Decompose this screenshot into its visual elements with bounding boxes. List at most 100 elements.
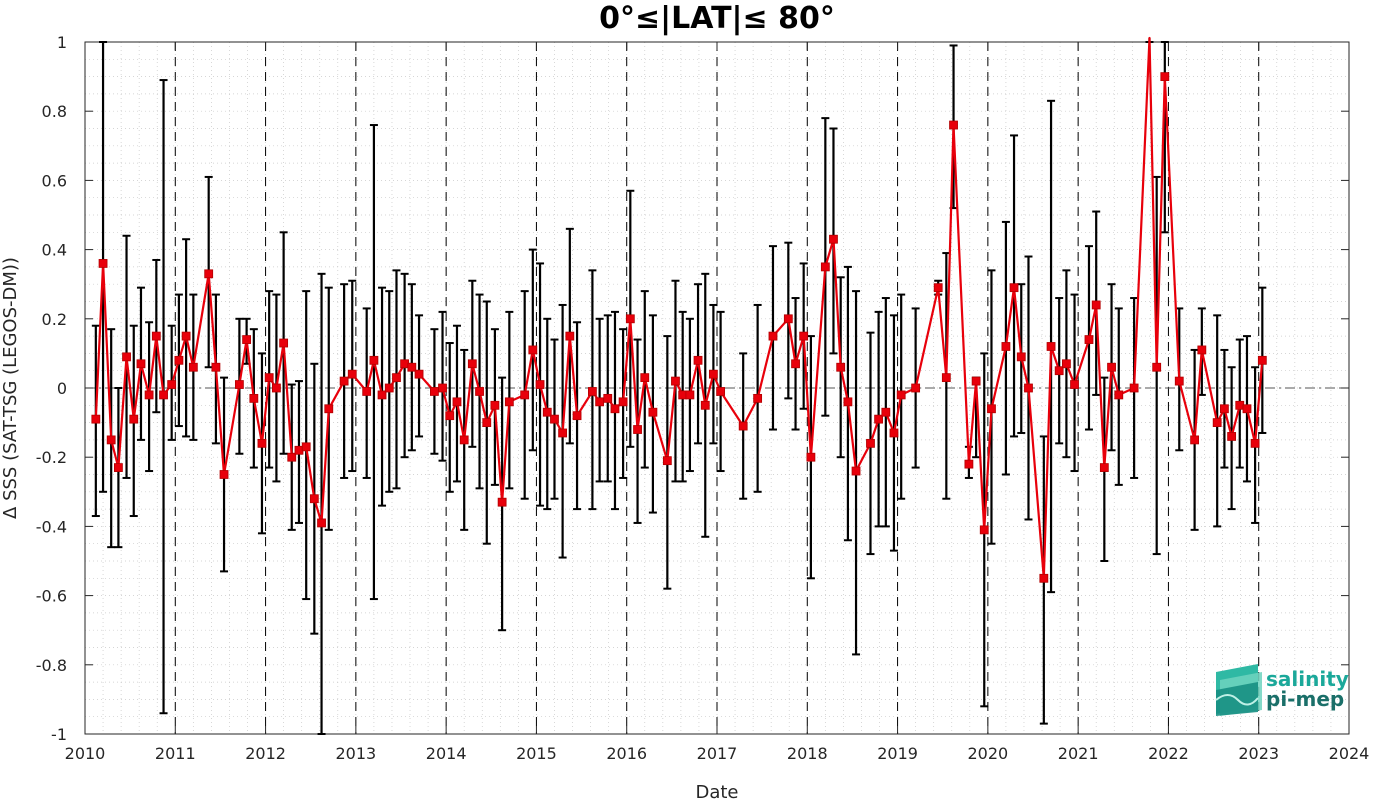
x-tick-label: 2018 [787, 744, 828, 763]
data-point-marker [1099, 463, 1109, 472]
data-point-marker [535, 380, 545, 389]
data-point-marker [716, 387, 726, 396]
data-point-marker [843, 397, 853, 407]
data-point-marker [159, 390, 168, 400]
data-point-marker [1257, 355, 1267, 365]
data-point-marker [188, 362, 198, 372]
data-point-marker [272, 383, 281, 393]
data-point-marker [753, 393, 763, 403]
data-point-marker [400, 359, 410, 369]
data-point-marker [964, 459, 974, 469]
x-tick-label: 2015 [516, 744, 557, 763]
data-point-marker [219, 470, 229, 479]
data-point-marker [1152, 362, 1162, 372]
data-point-marker [528, 345, 538, 355]
data-point-marker [377, 390, 387, 400]
data-point-marker [384, 383, 394, 393]
data-point-marker [1114, 390, 1124, 400]
data-point-marker [738, 421, 748, 431]
x-tick-label: 2010 [65, 744, 106, 763]
data-point-marker [941, 373, 951, 383]
data-point-marker [700, 400, 710, 410]
data-point-marker [662, 456, 672, 466]
data-point-marker [1250, 438, 1260, 448]
series-markers [91, 72, 1267, 583]
data-point-marker [181, 331, 191, 341]
data-point-marker [445, 411, 455, 421]
data-point-marker [339, 376, 349, 386]
data-point-marker [1084, 335, 1094, 344]
logo-line-1: salinity [1266, 667, 1349, 691]
data-point-marker [1016, 352, 1026, 362]
y-tick-label: 0.8 [42, 102, 67, 121]
data-point-marker [1220, 404, 1229, 414]
data-point-marker [106, 435, 116, 445]
data-point-marker [896, 390, 906, 400]
data-point-marker [1091, 300, 1101, 310]
y-axis-label: Δ SSS (SAT-TSG (LEGOS-DM)) [0, 257, 21, 519]
layered-ocean-icon [1215, 664, 1262, 716]
logo-line-2: pi-mep [1266, 687, 1344, 711]
y-tick-label: -1 [51, 725, 67, 744]
x-tick-label: 2024 [1329, 744, 1370, 763]
data-point-marker [1235, 400, 1245, 410]
data-point-marker [174, 355, 184, 365]
tick-labels: 2010 2011 2012 2013 2014 2015 2016 2017 2018 2019… [36, 33, 1370, 763]
data-point-marker [971, 376, 981, 386]
x-tick-label: 2013 [335, 744, 376, 763]
chart-title: 0°≤|LAT|≤ 80° [599, 1, 835, 36]
y-tick-label: 0.4 [42, 241, 67, 260]
data-point-marker [414, 369, 424, 379]
data-point-marker [242, 335, 252, 344]
y-tick-label: 1 [57, 33, 67, 52]
data-point-marker [279, 338, 289, 348]
data-point-marker [1024, 383, 1033, 393]
data-point-marker [603, 393, 613, 403]
x-tick-label: 2020 [967, 744, 1008, 763]
data-point-marker [565, 331, 575, 341]
data-point-marker [1197, 345, 1207, 355]
data-point-marker [294, 445, 304, 455]
data-point-marker [122, 352, 131, 362]
data-point-marker [1062, 359, 1071, 369]
data-point-marker [550, 414, 559, 424]
data-point-marker [151, 331, 161, 341]
x-tick-label: 2012 [245, 744, 286, 763]
data-point-marker [520, 390, 530, 400]
axis-ticks [84, 41, 1350, 735]
data-point-marker [671, 376, 680, 386]
x-tick-label: 2023 [1238, 744, 1279, 763]
data-point-marker [347, 369, 357, 379]
data-point-marker [98, 259, 108, 268]
data-point-marker [467, 359, 477, 369]
data-point-marker [595, 397, 605, 407]
data-point-marker [949, 120, 958, 130]
data-point-marker [1227, 432, 1237, 441]
data-point-marker [475, 387, 484, 396]
data-point-marker [167, 380, 177, 389]
data-point-marker [640, 373, 650, 383]
data-point-marker [91, 414, 101, 424]
data-point-marker [504, 397, 514, 407]
data-point-marker [497, 497, 507, 507]
data-point-marker [783, 314, 793, 324]
data-point-marker [881, 407, 891, 417]
data-point-marker [791, 359, 800, 369]
data-point-marker [204, 269, 214, 279]
data-point-marker [234, 380, 244, 389]
data-point-marker [829, 234, 838, 244]
data-point-marker [211, 362, 221, 372]
data-point-marker [874, 414, 884, 424]
data-point-marker [249, 393, 259, 403]
x-axis-label: Date [695, 782, 738, 801]
data-point-marker [866, 438, 875, 448]
data-point-marker [362, 387, 372, 396]
data-point-marker [257, 438, 267, 448]
data-point-marker [392, 373, 401, 383]
data-point-marker [911, 383, 921, 393]
data-point-marker [287, 452, 297, 462]
data-point-marker [114, 463, 123, 472]
x-tick-label: 2011 [155, 744, 196, 763]
data-point-marker [678, 390, 688, 400]
